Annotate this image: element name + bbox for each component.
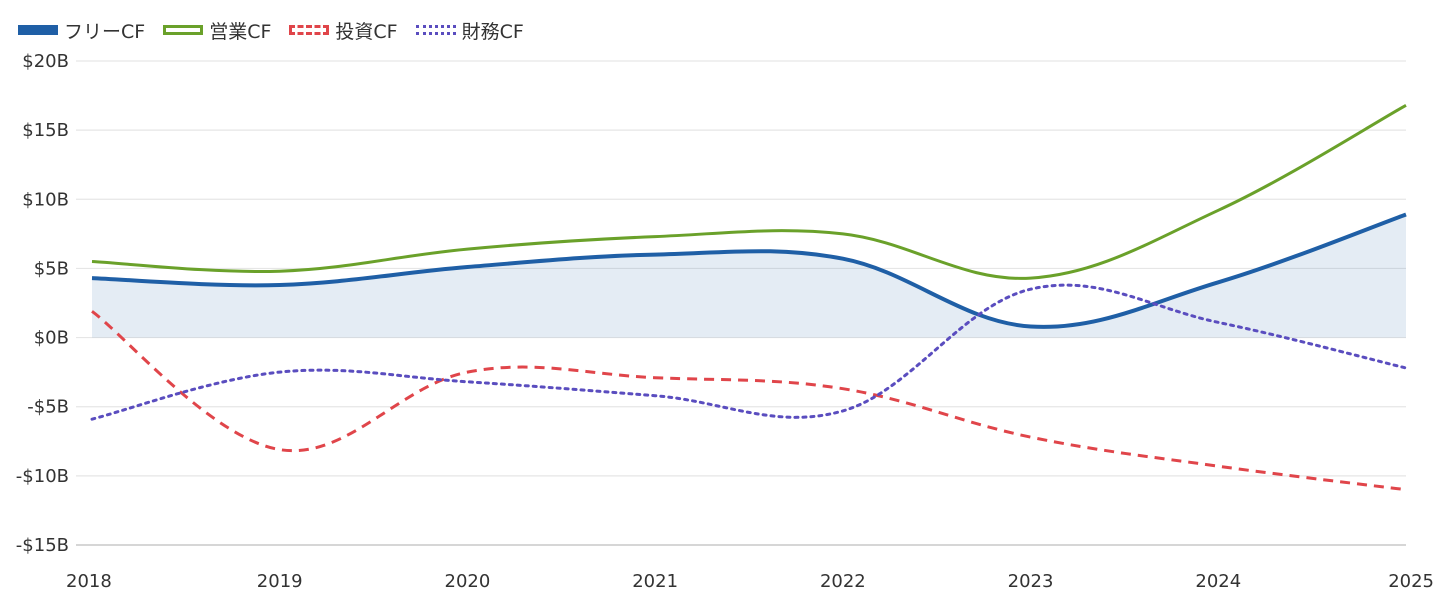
- chart-legend: フリーCF 営業CF 投資CF 財務CF: [18, 14, 524, 46]
- legend-item-operating-cf[interactable]: 営業CF: [163, 17, 271, 44]
- series-line-3[interactable]: [90, 283, 1408, 421]
- legend-item-free-cf[interactable]: フリーCF: [18, 17, 145, 44]
- x-tick-label: 2024: [1195, 571, 1241, 592]
- grid-lines: [76, 60, 1406, 546]
- legend-item-investing-cf[interactable]: 投資CF: [289, 17, 398, 44]
- legend-swatch-financing-cf: [415, 25, 456, 35]
- area-fills: [92, 214, 1406, 338]
- y-tick-label: $10B: [22, 189, 69, 210]
- legend-label-investing-cf: 投資CF: [335, 20, 398, 43]
- series-area-0: [92, 214, 1406, 338]
- y-tick-label: $15B: [22, 120, 69, 141]
- y-tick-label: $0B: [34, 328, 69, 349]
- x-tick-label: 2025: [1388, 571, 1434, 592]
- legend-label-free-cf: フリーCF: [64, 20, 146, 43]
- x-tick-label: 2022: [820, 571, 866, 592]
- series-line-1[interactable]: [91, 103, 1407, 280]
- legend-label-operating-cf: 営業CF: [209, 20, 272, 43]
- legend-label-financing-cf: 財務CF: [461, 20, 524, 43]
- y-tick-label: $20B: [22, 51, 69, 72]
- x-tick-label: 2018: [66, 571, 112, 592]
- y-tick-label: -$10B: [16, 466, 69, 487]
- y-axis-tick-labels: $20B $15B $10B $5B $0B -$5B -$10B -$15B: [16, 51, 69, 556]
- legend-swatch-operating-cf: [163, 25, 204, 35]
- legend-swatch-free-cf: [18, 25, 58, 35]
- y-tick-label: -$15B: [16, 535, 69, 556]
- series-lines: [90, 103, 1408, 492]
- x-axis-tick-labels: 2018 2019 2020 2021 2022 2023 2024 2025: [66, 571, 1434, 592]
- legend-swatch-investing-cf: [289, 25, 330, 35]
- y-tick-label: $5B: [34, 258, 69, 279]
- x-tick-label: 2020: [445, 571, 491, 592]
- x-tick-label: 2021: [632, 571, 678, 592]
- x-tick-label: 2019: [257, 571, 303, 592]
- series-line-2[interactable]: [91, 310, 1407, 492]
- y-tick-label: -$5B: [27, 397, 69, 418]
- series-line-0[interactable]: [91, 212, 1407, 329]
- x-tick-label: 2023: [1008, 571, 1054, 592]
- legend-item-financing-cf[interactable]: 財務CF: [415, 17, 524, 44]
